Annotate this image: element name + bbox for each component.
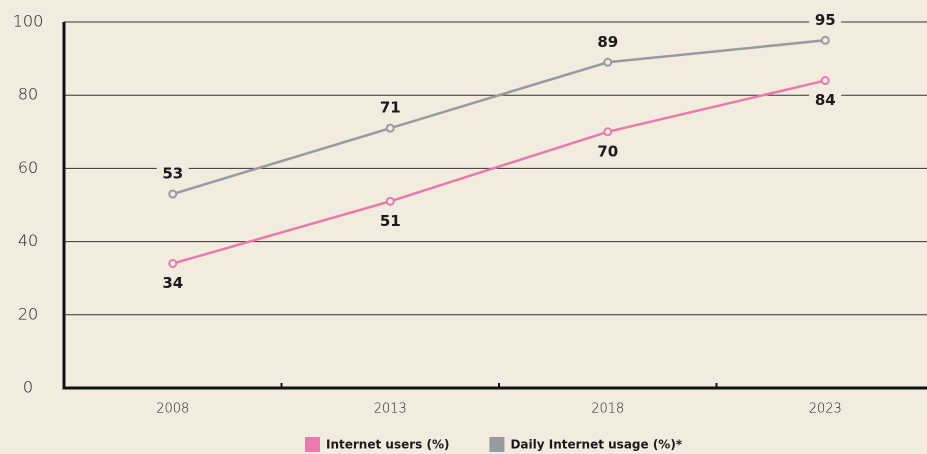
data-label: 53 [162,165,183,183]
series-line [172,79,826,265]
y-tick-label: 0 [23,378,33,397]
data-point [603,57,613,67]
y-tick-label: 100 [13,12,44,31]
label-bg [374,99,407,118]
y-tick-label: 60 [18,158,38,177]
label-bg [374,212,407,231]
legend-label: Daily Internet usage (%)* [510,438,682,452]
label-bg [809,91,842,110]
data-label: 51 [380,212,401,230]
y-tick-label: 20 [18,304,38,323]
legend-label: Internet users (%) [326,438,449,452]
data-label: 70 [597,142,618,160]
legend-swatch [305,437,320,452]
data-label: 84 [815,91,836,109]
data-point [820,35,830,45]
label-bg [591,142,624,161]
label-bg [809,11,842,30]
data-point [385,196,395,206]
legend-swatch [489,437,505,452]
data-label: 95 [815,11,836,29]
data-label: 34 [162,274,183,292]
label-bg [591,33,624,52]
label-bg [156,274,189,293]
y-tick-label: 40 [18,231,38,250]
x-tick-label: 2013 [374,402,407,417]
label-bg [156,165,189,184]
data-point [385,123,395,133]
y-tick-label: 80 [18,85,38,104]
x-tick-label: 2023 [809,402,842,417]
series-line [172,39,826,196]
data-point [603,127,613,137]
data-label: 89 [597,33,618,51]
data-label: 71 [380,99,401,117]
x-tick-label: 2008 [156,402,189,417]
data-point [820,76,830,86]
data-point [168,259,178,269]
data-point [168,189,178,199]
x-tick-label: 2018 [591,402,624,417]
